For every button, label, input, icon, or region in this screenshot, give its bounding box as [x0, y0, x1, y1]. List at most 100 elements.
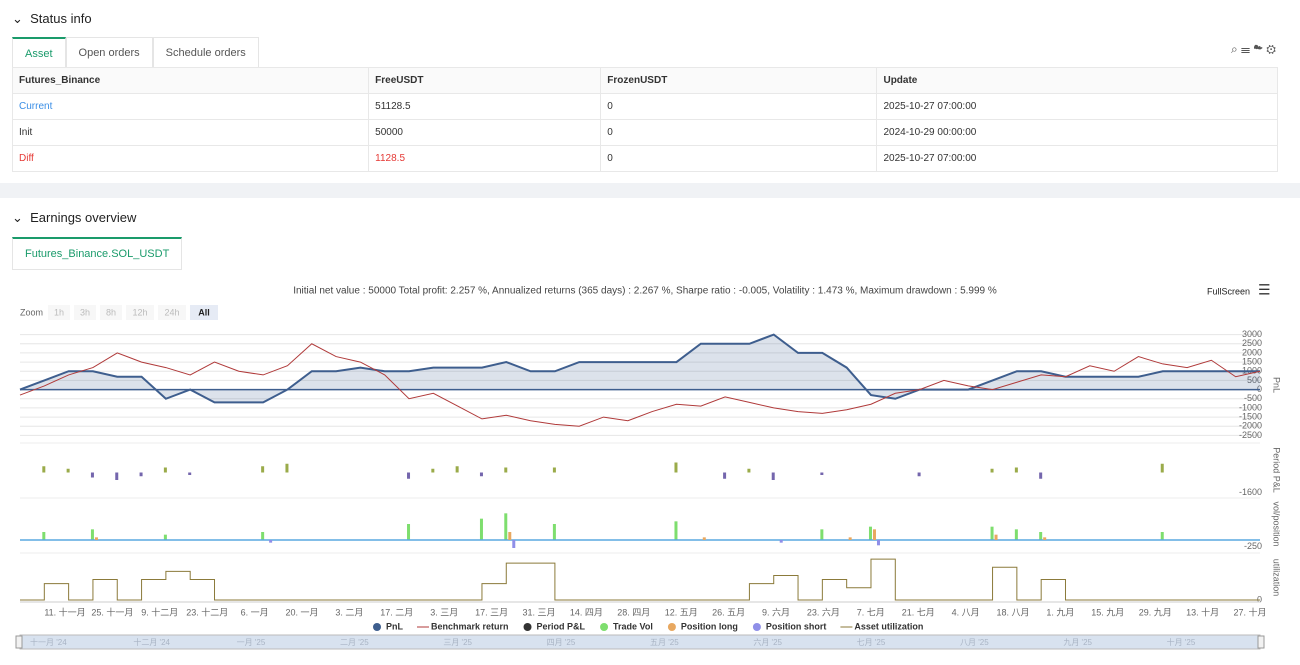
pnl-line [19, 333, 1260, 404]
zoom-button[interactable]: 24h [164, 307, 179, 317]
status-tab[interactable]: Open orders [65, 37, 153, 69]
zoom-button-bg [74, 305, 96, 320]
bar [1014, 467, 1018, 473]
bar [455, 466, 459, 473]
x-tick-label: 20. 一月 [285, 607, 318, 617]
axis-label: Period P&L [1272, 447, 1282, 493]
bar [42, 532, 46, 540]
bar [702, 537, 706, 540]
bar [1160, 532, 1164, 540]
legend-symbol [523, 623, 532, 631]
navigator-label: 八月 '25 [960, 638, 989, 647]
table-row: Diff 1128.5 0 2025-10-27 07:00:00 [11, 145, 1278, 172]
zoom-button[interactable]: 3h [80, 307, 90, 317]
y-tick-label: -1500 [1239, 411, 1262, 421]
bar [139, 472, 143, 477]
bar [994, 534, 998, 540]
x-tick-label: 4. 八月 [952, 607, 980, 617]
zoom-button[interactable]: All [198, 307, 210, 317]
x-tick-label: 26. 五月 [712, 607, 745, 617]
bar [407, 524, 411, 540]
table-cell: 0 [600, 145, 878, 172]
x-tick-label: 13. 十月 [1186, 606, 1219, 617]
navigator-handle-right[interactable] [1257, 635, 1265, 649]
bar [820, 472, 824, 475]
toolbar-icons[interactable]: ⌕ ☰ ☁ ⚙ [1230, 42, 1276, 56]
legend-item[interactable]: Period P&L [537, 621, 586, 631]
chart-summary: Initial net value : 50000 Total profit: … [293, 286, 997, 297]
table-cell: 1128.5 [368, 145, 602, 172]
axis-label: vol/position [1272, 501, 1282, 546]
bar [868, 526, 872, 540]
bar [552, 524, 556, 540]
axis-label: utilization [1272, 559, 1282, 597]
bar [261, 466, 265, 473]
status-title-text: Status info [30, 11, 92, 26]
y-tick-label: 3000 [1242, 329, 1262, 339]
bar [163, 467, 167, 473]
navigator-label: 七月 '25 [857, 638, 886, 647]
zoom-button[interactable]: 8h [106, 307, 116, 317]
x-tick-label: 3. 二月 [335, 607, 363, 617]
bar [876, 540, 880, 546]
earnings-title[interactable]: ⌄ Earnings overview [12, 210, 137, 225]
menu-icon: ☰ [1258, 282, 1271, 298]
table-header: Futures_Binance [11, 67, 370, 94]
fullscreen-button[interactable]: FullScreen [1207, 286, 1250, 296]
earnings-tab[interactable]: Futures_Binance.SOL_USDT [12, 237, 183, 270]
status-tab[interactable]: Schedule orders [152, 37, 259, 69]
y-tick-label: -250 [1244, 541, 1262, 551]
bar [779, 540, 783, 543]
bar [508, 532, 512, 540]
zoom-button-bg [100, 305, 122, 320]
bar [820, 529, 824, 540]
zoom-button-bg [126, 305, 154, 320]
navigator-label: 十二月 '24 [133, 637, 170, 647]
bar [872, 529, 876, 540]
zoom-button[interactable]: 1h [54, 307, 64, 317]
x-tick-label: 9. 六月 [762, 606, 790, 617]
table-row: Current 51128.5 0 2025-10-27 07:00:00 [11, 93, 1278, 120]
navigator-handle-left[interactable] [15, 635, 23, 649]
navigator-label: 二月 '25 [340, 638, 369, 647]
status-title[interactable]: ⌄ Status info [12, 11, 92, 26]
bar [1039, 472, 1043, 479]
table-cell: 0 [600, 119, 878, 146]
x-tick-label: 28. 四月 [617, 607, 650, 617]
table-header: Update [876, 67, 1278, 94]
bar [407, 472, 411, 479]
bar [90, 472, 94, 478]
bar [723, 472, 727, 479]
zoom-button-bg [190, 305, 218, 320]
y-tick-label: 2000 [1242, 347, 1262, 357]
table-cell: Diff [11, 145, 370, 172]
table-cell: 51128.5 [368, 93, 602, 120]
table-row: Init 50000 0 2024-10-29 00:00:00 [11, 119, 1278, 146]
legend-item[interactable]: Asset utilization [854, 621, 923, 631]
legend-item[interactable]: PnL [386, 621, 404, 631]
legend-item[interactable]: Position short [766, 621, 827, 631]
zoom-button[interactable]: 12h [132, 307, 147, 317]
navigator-label: 九月 '25 [1063, 638, 1092, 647]
navigator-label: 三月 '25 [443, 638, 472, 647]
benchmark-line [19, 343, 1261, 427]
x-tick-label: 12. 五月 [665, 607, 698, 617]
legend-item[interactable]: Position long [681, 621, 738, 631]
bar [1039, 532, 1043, 540]
pnl-area [20, 334, 1260, 403]
legend-item[interactable]: Trade Vol [613, 621, 653, 631]
legend-item[interactable]: Benchmark return [431, 621, 509, 631]
bar [285, 463, 289, 473]
zoom-label: Zoom [20, 307, 43, 317]
bar [917, 472, 921, 477]
x-tick-label: 15. 九月 [1091, 607, 1124, 617]
x-tick-label: 18. 八月 [996, 607, 1029, 617]
bar [674, 521, 678, 540]
x-tick-label: 11. 十一月 [44, 606, 85, 617]
status-tab[interactable]: Asset [12, 37, 66, 70]
y-tick-label: -1600 [1239, 487, 1262, 497]
bar [261, 532, 265, 540]
legend-symbol [667, 623, 676, 631]
bar [771, 472, 775, 480]
